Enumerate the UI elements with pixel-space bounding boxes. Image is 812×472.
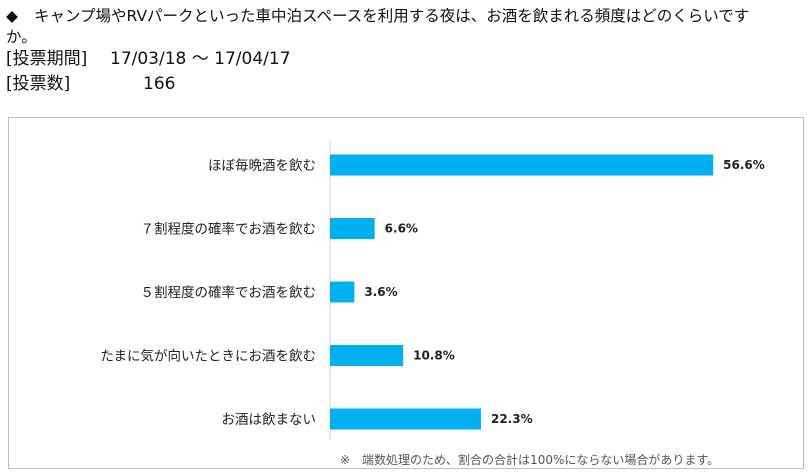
value-label: 3.6% [364, 285, 397, 299]
period-label: [投票期間] [6, 49, 88, 69]
bar [330, 281, 355, 303]
category-label: ７割程度の確率でお酒を飲む [141, 221, 317, 238]
bar [330, 408, 481, 430]
category-label: ほぼ毎晩酒を飲む [208, 158, 316, 174]
question-text: キャンプ場やRVパークといった車中泊スペースを利用する夜は、お酒を飲まれる頻度は… [34, 7, 750, 25]
bar [330, 154, 714, 176]
diamond-icon: ◆ [6, 7, 18, 25]
bar [330, 345, 404, 366]
value-label: 56.6% [723, 158, 765, 172]
question-text-continued: か。 [6, 28, 37, 46]
value-label: 6.6% [385, 222, 418, 236]
period-value: 17/03/18 ～ 17/04/17 [110, 49, 291, 69]
value-label: 10.8% [413, 349, 455, 363]
question-header: ◆ キャンプ場やRVパークといった車中泊スペースを利用する夜は、お酒を飲まれる頻… [6, 6, 810, 97]
footnote: ※ 端数処理のため、割合の合計は100%にならない場合があります。 [340, 453, 720, 467]
count-label: [投票数] [6, 74, 71, 94]
category-label: お酒は飲まない [222, 412, 317, 428]
survey-count: [投票数] 166 [6, 72, 810, 97]
survey-period: [投票期間] 17/03/18 ～ 17/04/17 [6, 47, 810, 72]
count-value: 166 [143, 74, 176, 94]
value-label: 22.3% [491, 412, 533, 426]
category-label: たまに気が向いたときにお酒を飲む [100, 349, 316, 365]
question: ◆ キャンプ場やRVパークといった車中泊スペースを利用する夜は、お酒を飲まれる頻… [6, 6, 810, 27]
bar [330, 218, 375, 239]
category-label: ５割程度の確率でお酒を飲む [141, 284, 317, 301]
